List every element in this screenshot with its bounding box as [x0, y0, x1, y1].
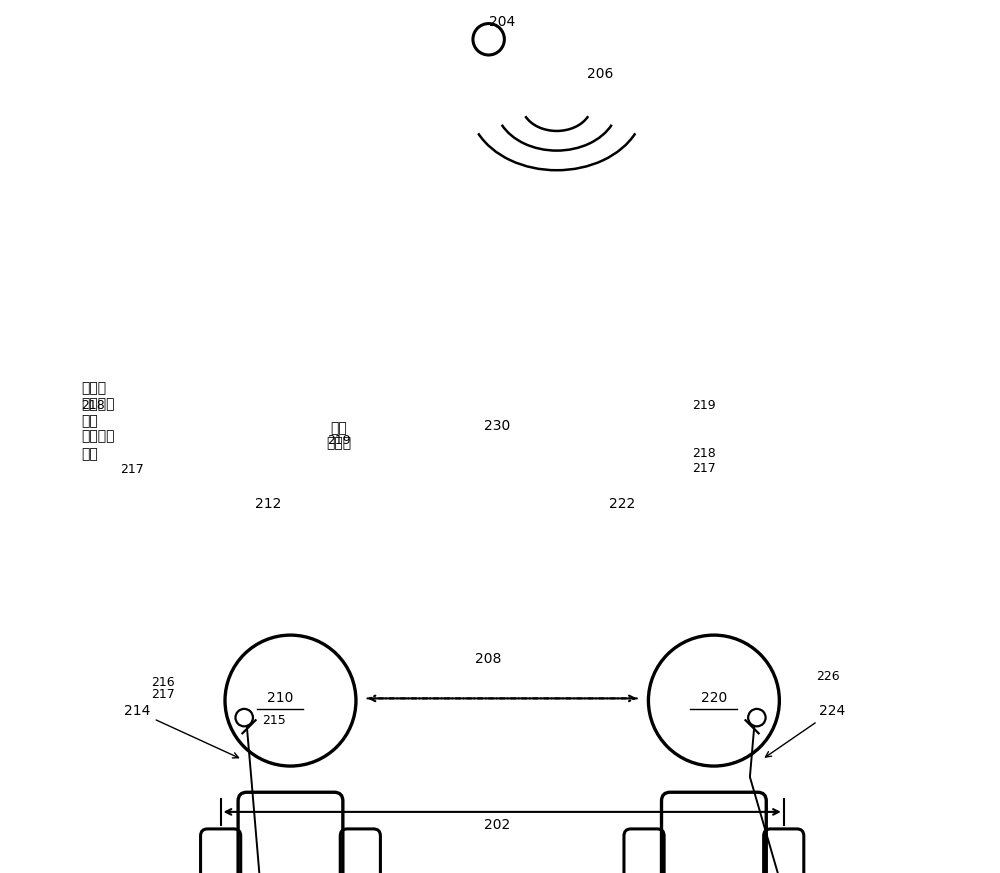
Text: 202: 202	[484, 818, 511, 832]
Text: 220: 220	[701, 691, 727, 705]
Text: 216: 216	[152, 677, 175, 689]
Text: 212: 212	[255, 497, 282, 511]
Text: 230: 230	[484, 419, 511, 433]
Text: 音频接口: 音频接口	[81, 430, 114, 443]
Text: 217: 217	[692, 463, 716, 475]
Text: 210: 210	[267, 691, 293, 705]
Text: 218: 218	[81, 400, 105, 412]
Text: 206: 206	[587, 67, 614, 81]
Text: 215: 215	[263, 714, 286, 726]
Text: 语音通信: 语音通信	[81, 397, 114, 411]
Text: 222: 222	[609, 497, 635, 511]
Text: 模块: 模块	[81, 447, 98, 461]
Text: 收发器: 收发器	[326, 436, 351, 450]
Text: 点对点: 点对点	[81, 382, 106, 395]
Text: 无线: 无线	[330, 421, 347, 435]
Text: 226: 226	[816, 670, 840, 683]
Text: 219: 219	[692, 400, 716, 412]
Text: 204: 204	[489, 15, 515, 29]
Text: 模块: 模块	[81, 414, 98, 428]
Text: 208: 208	[475, 652, 502, 666]
Text: 217: 217	[120, 464, 144, 476]
Text: 214: 214	[124, 705, 239, 758]
Text: 224: 224	[765, 705, 845, 757]
Text: 217: 217	[151, 688, 175, 700]
Text: 218: 218	[692, 448, 716, 460]
Text: 219: 219	[327, 435, 350, 447]
